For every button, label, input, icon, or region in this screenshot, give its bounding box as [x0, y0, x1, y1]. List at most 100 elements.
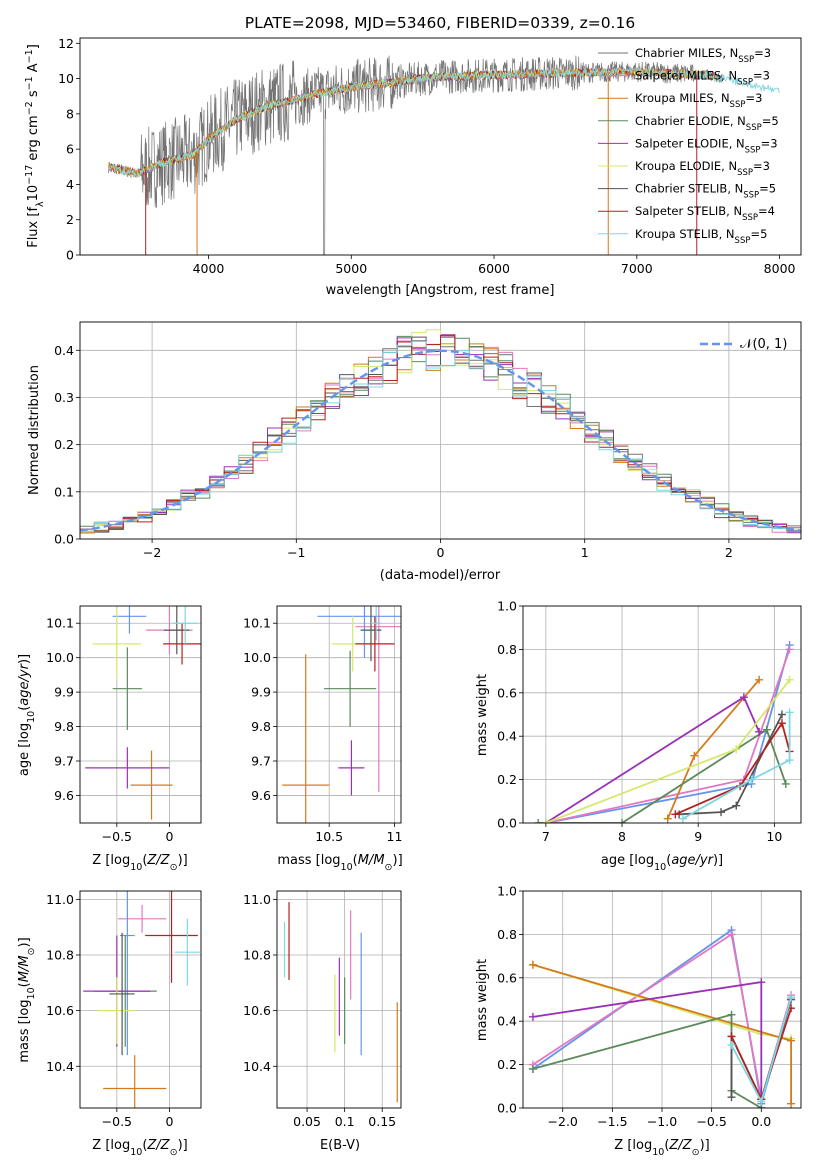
x-axis-label: Z [log10(Z/Z⊙)] [614, 1138, 709, 1158]
weight-point-marker [755, 727, 764, 736]
x-tick-label: 2 [725, 545, 733, 560]
y-tick-label: 11.0 [243, 892, 271, 907]
legend-tail: =5 [750, 227, 767, 241]
y-tick-label: 9.7 [251, 754, 271, 769]
weight-vs-Z-panel: −2.0 −1.5 −1.0 −0.5 0.0 0.0 0.2 0.4 0.6 0.8 1.0 Z [… [475, 884, 802, 1158]
label-part: )] [713, 853, 723, 868]
y-tick-label: 12 [58, 36, 74, 51]
legend-text: Kroupa STELIB, N [635, 227, 735, 241]
x-tick-label: 7 [542, 829, 550, 844]
label-part: −1 [24, 76, 35, 90]
x-tick-label: −1.5 [597, 1114, 627, 1129]
legend-sub: SSP [742, 213, 758, 223]
label-part: Z/Z [146, 853, 170, 868]
weight-point-marker [528, 1064, 537, 1073]
weight-series-line [679, 714, 783, 816]
weight-point-marker [785, 675, 794, 684]
label-part: ] [26, 44, 41, 49]
legend-tail: =3 [754, 46, 771, 60]
x-tick-label: 0.0 [751, 1114, 771, 1129]
y-axis-label: mass [log10(M/M⊙)] [17, 937, 37, 1062]
y-tick-label: 0.4 [497, 1014, 517, 1029]
legend-sub: SSP [737, 168, 753, 178]
legend-text: Chabrier MILES, N [635, 46, 738, 60]
label-part: erg cm [26, 115, 41, 164]
weight-point-marker [739, 693, 748, 702]
weight-series-line [532, 1013, 762, 1108]
label-part: −17 [24, 165, 35, 185]
plot-area [80, 606, 201, 823]
y-tick-label: 10.0 [46, 650, 74, 665]
y-tick-label: 4 [66, 177, 74, 192]
y-tick-label: 0.0 [497, 1101, 517, 1116]
weight-point-marker [618, 819, 627, 823]
legend-sub: SSP [746, 123, 762, 133]
weight-point-marker [534, 819, 543, 823]
label-part: s [26, 90, 41, 101]
weight-point-marker [678, 814, 687, 823]
label-part: 10 [26, 185, 41, 202]
weight-point-marker [787, 1036, 796, 1045]
axes-frame [79, 605, 202, 824]
y-axis-label: age [log10(age/yr)] [17, 654, 37, 776]
label-part: 10 [26, 987, 37, 999]
legend-sub: SSP [735, 236, 751, 246]
y-tick-label: 10.1 [46, 616, 74, 631]
label-part: Z [log [614, 1138, 652, 1153]
weight-point-marker [781, 779, 790, 788]
x-tick-label: 4000 [193, 261, 225, 276]
y-axis-label: Normed distribution [27, 365, 42, 495]
y-axis-label: Flux [fλ10−17 erg cm−2 s−1 A−1] [24, 44, 46, 248]
weight-point-marker [690, 751, 699, 760]
legend-sub: SSP [737, 78, 753, 88]
weight-point-marker [747, 775, 756, 784]
plot-area [80, 322, 801, 539]
x-tick-label: 8000 [764, 261, 796, 276]
mass-vs-Z-panel: −0.5 010.410.610.811.0Z [log10(Z/Z⊙)]mass… [17, 890, 202, 1158]
weight-point-marker [663, 814, 672, 823]
legend-text: Salpeter MILES, N [635, 69, 737, 83]
label-part: Flux [f [26, 207, 41, 248]
y-tick-label: 6 [66, 142, 74, 157]
weight-point-marker [785, 645, 794, 654]
weight-point-marker [727, 930, 736, 939]
y-tick-label: 1.0 [497, 599, 517, 614]
label-part: )] [178, 1138, 188, 1153]
x-tick-label: −2 [143, 545, 161, 560]
x-axis-label: Z [log10(Z/Z⊙)] [92, 853, 187, 873]
y-tick-label: 10.8 [243, 947, 271, 962]
label-part: )] [700, 1138, 710, 1153]
y-tick-label: 10 [58, 71, 74, 86]
x-tick-label: −0.5 [102, 1114, 132, 1129]
y-tick-label: 0.2 [54, 437, 74, 452]
spectrum-panel: 4000 5000 6000 7000 8000 0 2 4 6 8 10 12 wavelength … [24, 36, 802, 298]
weight-point-marker [762, 725, 771, 734]
label-part: ( [353, 853, 358, 868]
label-part: )] [17, 654, 32, 664]
legend-sub: SSP [743, 191, 759, 201]
axes-frame [79, 890, 202, 1109]
weight-point-marker [727, 1010, 736, 1019]
weight-point-marker [727, 1041, 736, 1050]
legend-entry: Salpeter ELODIE, NSSP=3 [635, 136, 778, 155]
y-tick-label: 10.0 [243, 650, 271, 665]
label-part: 10 [341, 862, 353, 873]
legend-sub: SSP [745, 145, 761, 155]
legend-entry: Kroupa MILES, NSSP=3 [635, 91, 762, 110]
plot-area [108, 55, 780, 255]
weight-point-marker [785, 708, 794, 717]
legend-tail: =3 [753, 159, 770, 173]
weight-point-marker [757, 978, 766, 987]
mass-vs-ebv-panel: 0.05 0.1 0.15 10.4 10.6 10.8 11.0 E(B-V) [243, 890, 402, 1153]
legend-entry: Kroupa ELODIE, NSSP=3 [635, 159, 770, 178]
label-part: ( [666, 853, 671, 868]
x-tick-label: 0 [165, 1114, 173, 1129]
weight-point-marker [787, 993, 796, 1002]
weight-series-line [538, 728, 787, 823]
weight-point-marker [777, 719, 786, 728]
label-part: Z [log [92, 1138, 130, 1153]
label-part: Z [log [92, 853, 130, 868]
label-part: −1 [24, 49, 35, 63]
